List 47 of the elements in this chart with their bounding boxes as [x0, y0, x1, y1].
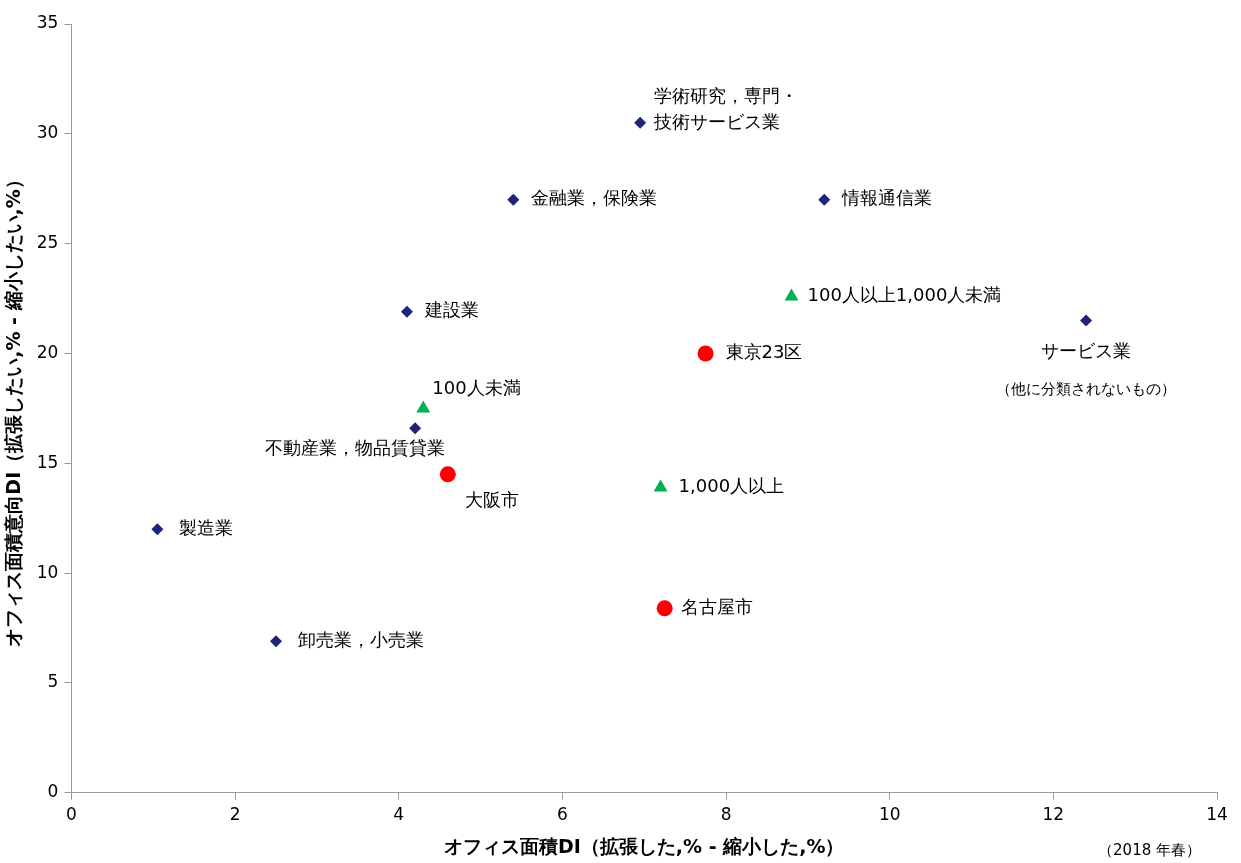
point — [507, 193, 520, 206]
annotation: 金融業，保険業 — [531, 187, 658, 209]
x-tick-label: 4 — [393, 804, 405, 825]
annotation: 学術研究，専門・技術サービス業 — [653, 84, 799, 132]
point — [1080, 314, 1093, 327]
point — [409, 422, 422, 435]
y-tick-label: 15 — [36, 451, 59, 472]
x-tick-label: 6 — [556, 804, 568, 825]
x-tick-label: 0 — [66, 804, 77, 825]
y-tick-label: 25 — [36, 232, 59, 253]
point — [416, 400, 431, 413]
annotation: 100人以上1,000人未満 — [807, 284, 1002, 306]
annotation: 製造業 — [179, 516, 234, 538]
y-tick-label: 0 — [47, 781, 59, 802]
x-tick-label: 14 — [1206, 804, 1228, 825]
annotation: 卸売業，小売業 — [298, 628, 424, 650]
point — [400, 305, 413, 318]
point — [151, 523, 164, 536]
annotation: 建設業 — [423, 299, 479, 321]
annotation: 情報通信業 — [841, 187, 933, 209]
point — [270, 635, 282, 648]
x-axis-title: オフィス面積DI（拡張した,% - 縮小した,%） — [443, 834, 845, 857]
x-tick-label: 2 — [229, 804, 241, 825]
x-tick-label: 8 — [720, 804, 732, 825]
x-tick-label: 10 — [878, 804, 901, 825]
annotation: 名古屋市 — [680, 595, 753, 617]
point — [439, 466, 456, 483]
annotation: 1,000人以上 — [678, 475, 785, 497]
point — [653, 479, 668, 492]
point — [784, 288, 799, 301]
annotation: 大阪市 — [464, 488, 519, 510]
point — [697, 345, 714, 362]
y-tick-label: 10 — [36, 561, 59, 582]
annotation: 不動産業，物品賃貸業 — [265, 436, 446, 458]
point — [656, 600, 673, 617]
annotation: 東京23区 — [725, 341, 803, 363]
y-tick-label: 30 — [36, 122, 59, 143]
text: （2018 年春） — [1098, 840, 1201, 859]
y-tick-label: 5 — [47, 671, 59, 692]
annotation: 100人未満 — [432, 377, 521, 399]
annotation: サービス業（他に分類されないもの） — [996, 340, 1177, 399]
x-tick-label: 12 — [1042, 804, 1065, 825]
y-tick-label: 20 — [36, 341, 59, 362]
y-tick-label: 35 — [36, 12, 59, 33]
point — [818, 193, 831, 206]
y-axis-title: オフィス面積意向DI（拡張したい,% - 縮小したい,%） — [2, 170, 25, 647]
point — [634, 116, 647, 129]
